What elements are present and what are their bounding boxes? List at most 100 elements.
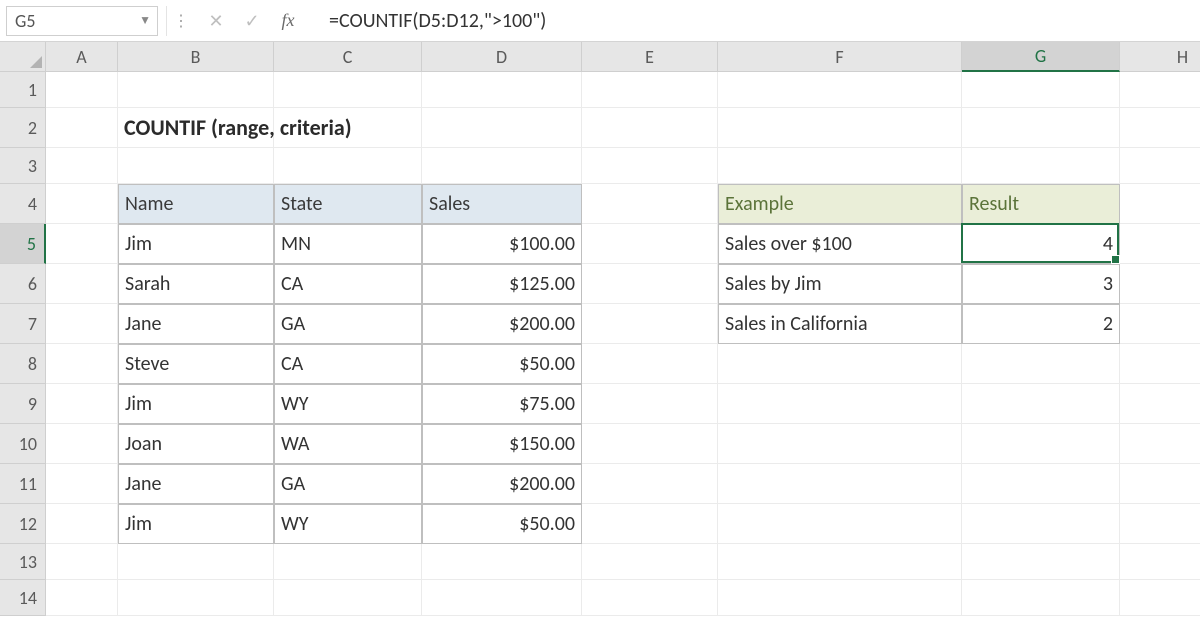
cell[interactable] (118, 580, 274, 616)
cell[interactable] (1120, 544, 1200, 580)
cell[interactable] (582, 384, 718, 424)
cell[interactable]: COUNTIF (range, criteria) (118, 108, 274, 148)
column-header[interactable]: H (1120, 42, 1200, 72)
cell[interactable] (962, 72, 1120, 108)
enter-icon[interactable]: ✓ (243, 10, 261, 32)
formula-input[interactable]: =COUNTIF(D5:D12,">100") (309, 6, 1200, 36)
cell[interactable] (274, 72, 422, 108)
cell[interactable] (582, 544, 718, 580)
cell[interactable]: Name (118, 184, 274, 224)
cell[interactable]: Joan (118, 424, 274, 464)
column-header[interactable]: B (118, 42, 274, 72)
row-header[interactable]: 14 (0, 580, 46, 616)
cell[interactable]: Jane (118, 304, 274, 344)
cancel-icon[interactable]: ✕ (207, 10, 225, 32)
cell[interactable]: Jane (118, 464, 274, 504)
cell[interactable]: Jim (118, 224, 274, 264)
cell[interactable] (718, 148, 962, 184)
cell[interactable]: Jim (118, 504, 274, 544)
cell[interactable] (46, 580, 118, 616)
cell[interactable] (1120, 384, 1200, 424)
cell[interactable]: Steve (118, 344, 274, 384)
cell[interactable] (46, 384, 118, 424)
cell[interactable] (582, 184, 718, 224)
cell[interactable]: GA (274, 464, 422, 504)
cell[interactable] (274, 580, 422, 616)
cell[interactable] (962, 464, 1120, 504)
cell[interactable] (1120, 464, 1200, 504)
cell[interactable] (582, 424, 718, 464)
cell[interactable]: Sales over $100 (718, 224, 962, 264)
cell[interactable] (582, 148, 718, 184)
cell[interactable] (962, 344, 1120, 384)
cell[interactable] (718, 544, 962, 580)
cell[interactable]: WY (274, 384, 422, 424)
cell[interactable] (582, 464, 718, 504)
cell[interactable] (1120, 264, 1200, 304)
cell[interactable]: WY (274, 504, 422, 544)
cell[interactable]: $125.00 (422, 264, 582, 304)
cell[interactable] (962, 384, 1120, 424)
cell[interactable] (46, 72, 118, 108)
cell[interactable]: Sales in California (718, 304, 962, 344)
cell[interactable] (46, 504, 118, 544)
cell[interactable]: Jim (118, 384, 274, 424)
cell[interactable] (1120, 504, 1200, 544)
row-header[interactable]: 6 (0, 264, 46, 304)
cell[interactable] (274, 148, 422, 184)
cell[interactable] (46, 424, 118, 464)
cell[interactable] (118, 148, 274, 184)
cell[interactable] (962, 580, 1120, 616)
cell[interactable]: State (274, 184, 422, 224)
column-header[interactable]: A (46, 42, 118, 72)
cell[interactable] (46, 108, 118, 148)
cell[interactable] (1120, 424, 1200, 464)
cell-grid[interactable]: COUNTIF (range, criteria)NameStateSalesE… (46, 72, 1200, 616)
cell[interactable] (718, 344, 962, 384)
cell[interactable] (46, 148, 118, 184)
cell[interactable]: $100.00 (422, 224, 582, 264)
row-header[interactable]: 13 (0, 544, 46, 580)
cell[interactable]: $50.00 (422, 344, 582, 384)
cell[interactable]: 4 (962, 224, 1120, 264)
cell[interactable] (718, 464, 962, 504)
row-header[interactable]: 2 (0, 108, 46, 148)
cell[interactable] (962, 504, 1120, 544)
column-header[interactable]: F (718, 42, 962, 72)
cell[interactable] (1120, 184, 1200, 224)
cell[interactable]: Sales (422, 184, 582, 224)
cell[interactable] (718, 504, 962, 544)
column-header[interactable]: D (422, 42, 582, 72)
row-header[interactable]: 12 (0, 504, 46, 544)
row-header[interactable]: 1 (0, 72, 46, 108)
cell[interactable]: Sales by Jim (718, 264, 962, 304)
cell[interactable] (582, 344, 718, 384)
cell[interactable] (1120, 580, 1200, 616)
cell[interactable] (962, 108, 1120, 148)
cell[interactable]: CA (274, 264, 422, 304)
cell[interactable] (422, 72, 582, 108)
select-all-corner[interactable] (0, 42, 46, 72)
cell[interactable] (46, 304, 118, 344)
cell[interactable] (118, 544, 274, 580)
expand-icon[interactable]: ⋮ (171, 11, 189, 31)
cell[interactable]: GA (274, 304, 422, 344)
cell[interactable] (46, 224, 118, 264)
row-header[interactable]: 9 (0, 384, 46, 424)
cell[interactable] (962, 148, 1120, 184)
cell[interactable] (1120, 148, 1200, 184)
cell[interactable] (582, 108, 718, 148)
cell[interactable] (962, 544, 1120, 580)
row-header[interactable]: 4 (0, 184, 46, 224)
cell[interactable] (718, 72, 962, 108)
cell[interactable] (582, 264, 718, 304)
cell[interactable] (46, 344, 118, 384)
cell[interactable] (582, 224, 718, 264)
cell[interactable] (422, 148, 582, 184)
cell[interactable] (1120, 108, 1200, 148)
cell[interactable] (422, 108, 582, 148)
cell[interactable] (1120, 72, 1200, 108)
cell[interactable] (1120, 304, 1200, 344)
cell[interactable] (274, 544, 422, 580)
cell[interactable] (582, 72, 718, 108)
